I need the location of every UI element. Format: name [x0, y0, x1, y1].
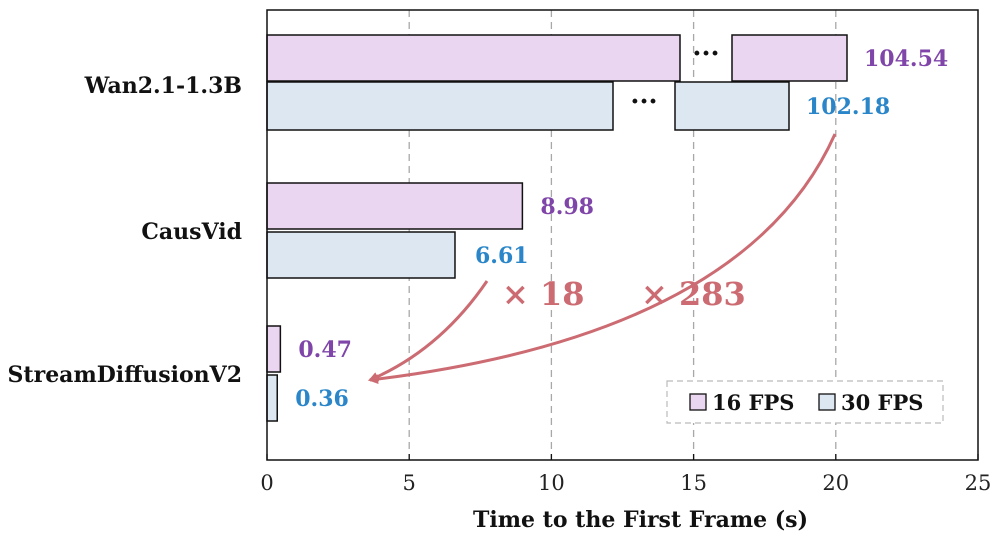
x-tick-label: 5	[403, 471, 416, 495]
value-label: 8.98	[540, 194, 594, 220]
axis-break-mark: ···	[630, 87, 657, 117]
x-axis-title: Time to the First Frame (s)	[473, 507, 808, 533]
bar-16fps	[266, 34, 681, 82]
bar-16fps-continued	[731, 34, 848, 82]
x-tick-label: 15	[680, 471, 707, 495]
axis-break-mark: ···	[692, 39, 719, 69]
category-label: Wan2.1-1.3B	[84, 73, 242, 99]
bar-16fps	[266, 325, 282, 373]
value-label: 0.47	[298, 337, 352, 363]
legend-swatch-16fps	[689, 393, 707, 411]
bar-30fps	[266, 374, 278, 422]
legend-label: 30 FPS	[841, 390, 923, 415]
category-label: CausVid	[141, 219, 242, 245]
legend-label: 16 FPS	[712, 390, 794, 415]
x-tick-label: 10	[538, 471, 565, 495]
value-label: 0.36	[295, 386, 349, 412]
bar-16fps	[266, 182, 524, 230]
x-tick-label: 20	[822, 471, 849, 495]
value-label: 6.61	[475, 243, 529, 269]
speedup-label: × 18	[502, 275, 584, 313]
speedup-arrow-wan	[368, 133, 837, 385]
x-tick-label: 0	[260, 471, 273, 495]
speedup-label: × 283	[641, 275, 746, 313]
legend-box	[666, 380, 944, 424]
bar-30fps	[266, 81, 614, 131]
x-tick-label: 25	[965, 471, 992, 495]
plot-frame	[266, 9, 979, 461]
speedup-arrow-causvid	[368, 280, 489, 382]
bar-30fps	[266, 231, 456, 279]
bar-30fps-continued	[674, 81, 790, 131]
legend-swatch-30fps	[818, 393, 836, 411]
category-label: StreamDiffusionV2	[8, 362, 242, 388]
value-label: 104.54	[864, 46, 948, 72]
value-label: 102.18	[806, 94, 890, 120]
